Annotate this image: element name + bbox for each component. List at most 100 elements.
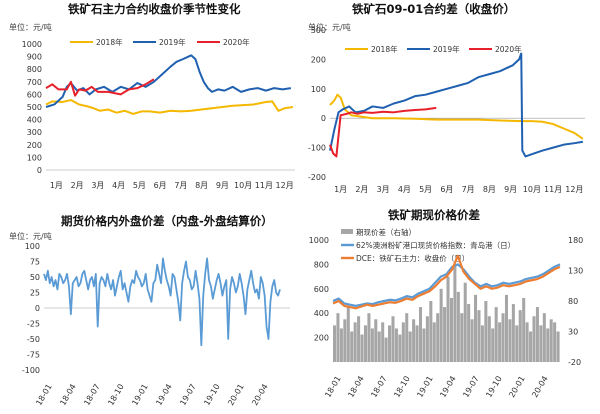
basis-bar — [363, 325, 367, 362]
basis-bar — [532, 316, 536, 362]
x-tick-label: 8月 — [483, 185, 496, 194]
legend-2019: 2019年 — [433, 44, 460, 54]
x-tick-label: 20-01 — [226, 383, 245, 408]
basis-bar — [542, 313, 546, 362]
basis-bar — [546, 328, 550, 362]
basis-bar — [360, 334, 364, 362]
y-tick-label: 900 — [27, 53, 42, 62]
x-tick-label: 18-01 — [323, 375, 342, 400]
series-line-2020年 — [329, 106, 437, 158]
basis-bar — [553, 322, 557, 362]
x-tick-label: 11月 — [544, 185, 562, 194]
panel-seasonal-price: 铁矿石主力合约收盘价季节性变化 单位：元/吨 2018年 2019年 2020年… — [9, 2, 295, 190]
y-tick-label: 300 — [27, 128, 42, 137]
x-tick-label: 20-04 — [250, 383, 269, 408]
basis-bar — [346, 307, 350, 362]
basis-bar — [474, 294, 478, 362]
panel-2-unit: 单位：元/吨 — [308, 22, 351, 32]
basis-bar — [370, 328, 374, 362]
basis-bar — [350, 331, 354, 362]
y-tick-label: 0 — [35, 304, 40, 313]
basis-bar — [549, 319, 553, 362]
y-right-tick-label: 130 — [568, 267, 583, 276]
basis-bar — [470, 319, 474, 362]
basis-bar — [498, 322, 502, 362]
x-tick-label: 18-04 — [58, 383, 77, 408]
series-line-2018年 — [45, 99, 294, 115]
x-tick-label: 6月 — [154, 181, 167, 190]
x-tick-label: 10月 — [523, 185, 541, 194]
basis-bar — [415, 325, 419, 362]
x-tick-label: 7月 — [174, 181, 187, 190]
y-tick-label: 300 — [311, 26, 326, 35]
basis-bar — [449, 297, 453, 362]
basis-bar — [357, 316, 361, 362]
y-tick-label: 800 — [27, 65, 42, 74]
x-tick-label: 8月 — [195, 181, 208, 190]
basis-bar — [484, 301, 488, 362]
basis-bar — [518, 310, 522, 362]
basis-bar — [491, 328, 495, 362]
x-tick-label: 18-04 — [346, 375, 365, 400]
x-tick-label: 1月 — [334, 185, 347, 194]
x-tick-label: 9月 — [504, 185, 517, 194]
x-tick-label: 18-10 — [106, 383, 125, 408]
x-tick-label: 3月 — [91, 181, 104, 190]
basis-bar — [508, 319, 512, 362]
y-left-tick-label: 200 — [314, 334, 329, 343]
basis-bar — [477, 310, 481, 362]
basis-bar — [388, 325, 392, 362]
panel-2-title: 铁矿石09-01合约差（收盘价） — [352, 2, 515, 16]
series-line-62%澳洲粉矿港口现货价格指数：青岛港（日） — [332, 263, 561, 307]
y-tick-label: 100 — [27, 153, 42, 162]
y-left-tick-label: 800 — [314, 260, 329, 269]
y-tick-label: 75 — [30, 258, 40, 267]
basis-bar — [453, 264, 457, 362]
x-tick-label: 6月 — [440, 185, 453, 194]
basis-bar — [515, 325, 519, 362]
basis-bar — [529, 331, 533, 362]
basis-bar — [494, 307, 498, 362]
y-left-tick-label: 1000 — [309, 236, 329, 245]
basis-bar — [463, 282, 467, 362]
y-left-tick-label: 600 — [314, 285, 329, 294]
panel-4-legend: 期现价差（右轴） 62%澳洲粉矿港口现货价格指数：青岛港（日） DCE：铁矿石主… — [341, 227, 515, 263]
basis-bar — [456, 291, 460, 362]
basis-bar — [339, 328, 343, 362]
basis-bar — [480, 325, 484, 362]
series-line-2019年 — [45, 54, 292, 108]
x-tick-label: 12月 — [565, 185, 583, 194]
x-tick-label: 18-07 — [369, 375, 388, 400]
x-tick-label: 2月 — [71, 181, 84, 190]
x-tick-label: 20-01 — [507, 375, 526, 400]
legend-basis: 期现价差（右轴） — [356, 227, 416, 237]
panel-3-unit: 单位：元/吨 — [9, 231, 52, 241]
x-tick-label: 5月 — [133, 181, 146, 190]
y-right-tick-label: 30 — [568, 328, 578, 337]
basis-bar — [401, 322, 405, 362]
y-tick-label: 50 — [30, 273, 40, 282]
x-tick-label: 20-04 — [530, 375, 549, 400]
basis-bar — [556, 331, 560, 362]
x-tick-label: 18-07 — [82, 383, 101, 408]
y-tick-label: 500 — [27, 103, 42, 112]
basis-bar — [522, 297, 526, 362]
x-tick-label: 19-10 — [202, 383, 221, 408]
basis-bar — [394, 328, 398, 362]
y-tick-label: 100 — [25, 242, 40, 251]
y-tick-label: -200 — [308, 173, 326, 182]
x-tick-label: 19-04 — [438, 375, 457, 400]
legend-dce-close: DCE：铁矿石主力：收盘价（日） — [356, 253, 469, 263]
basis-bar — [487, 316, 491, 362]
legend-2018: 2018年 — [371, 44, 398, 54]
y-tick-label: 200 — [311, 55, 326, 64]
y-tick-label: 25 — [30, 289, 40, 298]
panel-3-title: 期货价格内外盘价差（内盘-外盘结算价） — [61, 214, 273, 228]
basis-bar — [429, 301, 433, 362]
basis-bar — [436, 313, 440, 362]
series-line-2018年 — [329, 93, 584, 140]
panel-2-legend: 2018年 2019年 2020年 — [345, 44, 522, 54]
x-tick-label: 19-04 — [154, 383, 173, 408]
basis-bar — [432, 322, 436, 362]
x-tick-label: 12月 — [276, 181, 294, 190]
